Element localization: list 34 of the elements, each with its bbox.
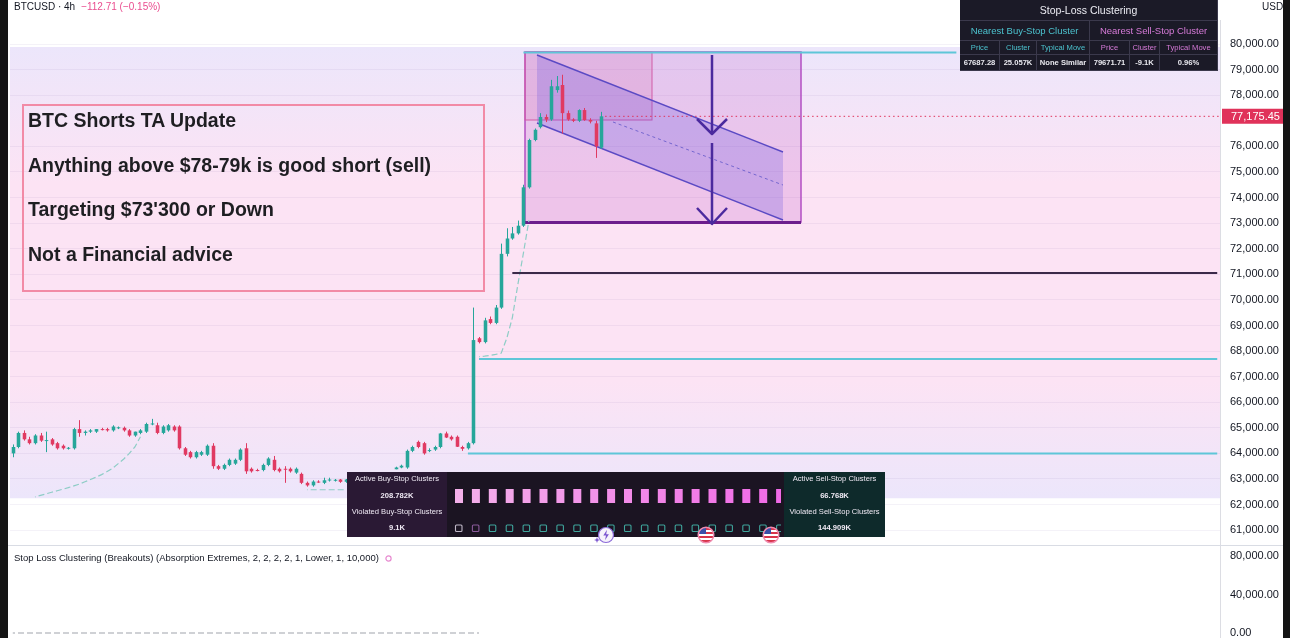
y-tick-label: 71,000.00 <box>1230 267 1279 280</box>
y-tick-label: 72,000.00 <box>1230 241 1279 254</box>
ref-line-label: 77,175.45 <box>1231 109 1280 122</box>
text: Stop-Loss Clustering <box>1039 3 1138 16</box>
y-axis-title: USD <box>1262 1 1284 12</box>
y-tick-label: 62,000.00 <box>1230 497 1279 510</box>
chart-title: BTCUSD · 4h <box>14 1 76 12</box>
y-tick-label: 40,000.00 <box>1230 587 1279 600</box>
y-tick-label: 75,000.00 <box>1230 165 1279 177</box>
annotation: BTC Shorts TA Update <box>28 109 236 131</box>
y-tick-label: 64,000.00 <box>1230 446 1279 459</box>
y-tick-label: 68,000.00 <box>1230 344 1279 357</box>
y-tick-label: 80,000.00 <box>1230 549 1279 562</box>
y-tick-label: 76,000.00 <box>1230 139 1279 152</box>
y-tick-label: 65,000.00 <box>1230 420 1279 433</box>
y-tick-label: 73,000.00 <box>1230 216 1279 229</box>
annotation: Nearest Buy-Stop Cluster <box>970 24 1079 36</box>
y-tick-label: 79,000.00 <box>1230 62 1279 75</box>
y-tick-label: 70,000.00 <box>1230 292 1279 305</box>
y-tick-label: 78,000.00 <box>1230 88 1279 101</box>
y-tick-label: 69,000.00 <box>1230 318 1279 331</box>
text: Stop Loss Clustering (Breakouts) (Absorption Extremes, 2, 2, 2, 2, 1, Lower, 1, 10,000) <box>14 552 379 563</box>
y-tick-label: 66,000.00 <box>1230 395 1279 408</box>
annotation: Nearest Sell-Stop Cluster <box>1099 24 1208 36</box>
annotation: Anything above $78-79k is good short (sell) <box>28 153 432 176</box>
y-tick-label: 67,000.00 <box>1230 369 1279 382</box>
y-tick-label: 63,000.00 <box>1230 472 1279 485</box>
chart-subtitle: −112.71 (−0.15%) <box>81 1 161 12</box>
y-tick-label: 80,000.00 <box>1230 37 1279 50</box>
y-tick-label: 61,000.00 <box>1230 523 1279 536</box>
annotation: Targeting $73'300 or Down <box>28 198 274 221</box>
y-tick-label: 0.00 <box>1230 626 1252 638</box>
annotation: Not a Financial advice <box>28 243 233 266</box>
y-tick-label: 74,000.00 <box>1230 190 1279 203</box>
